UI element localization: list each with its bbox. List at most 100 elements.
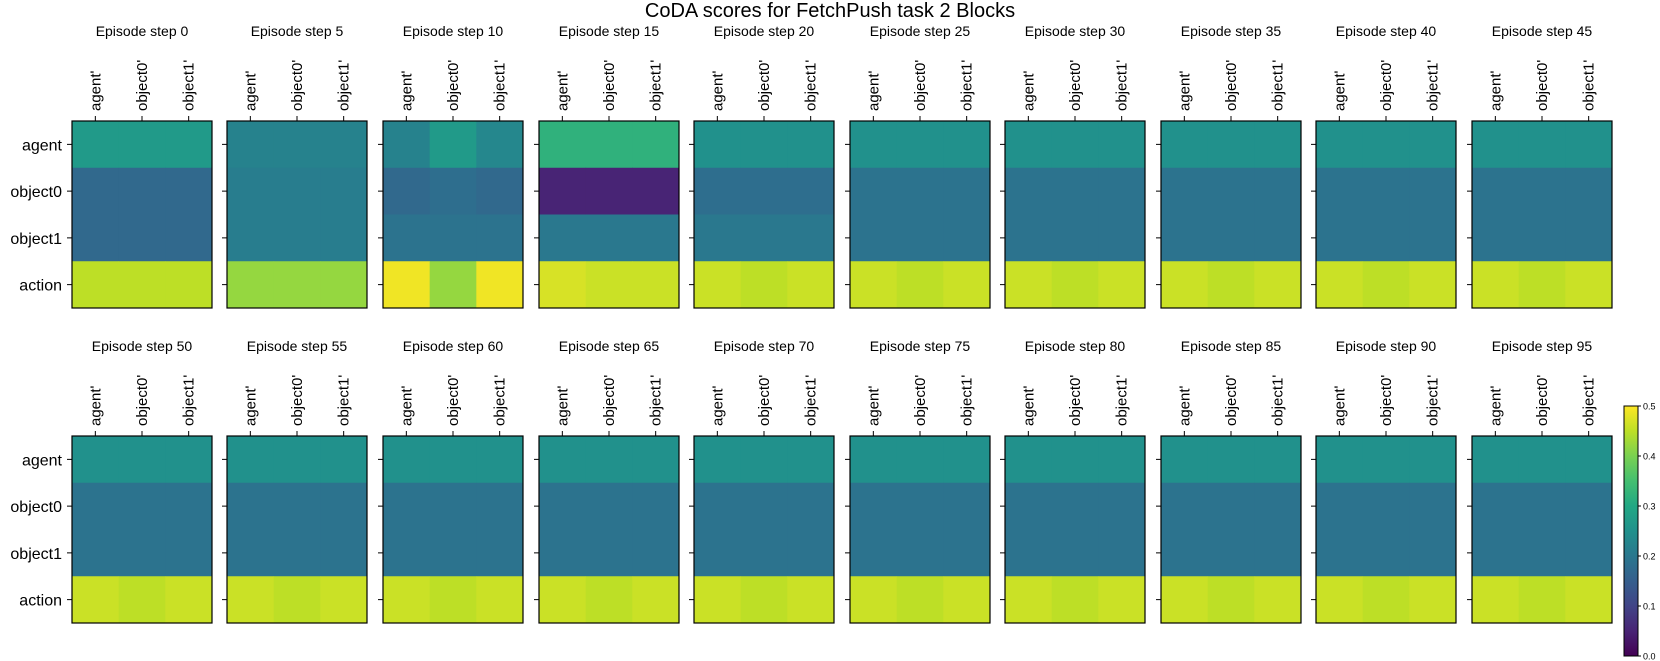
heatmap-cell: [896, 167, 944, 215]
heatmap-cell: [429, 121, 477, 169]
col-tick-label: object0': [289, 375, 306, 426]
heatmap-cell: [632, 576, 680, 624]
heatmap-cell: [787, 482, 835, 530]
heatmap-cell: [476, 121, 524, 169]
heatmap-cell: [429, 529, 477, 577]
col-tick-label: agent': [709, 70, 726, 111]
heatmap-cell: [943, 529, 991, 577]
heatmap-cell: [383, 121, 431, 169]
panel-title: Episode step 80: [1025, 338, 1126, 354]
heatmap-cell: [694, 121, 742, 169]
heatmap-panel: Episode step 45 agent' object0' object1': [1467, 23, 1613, 309]
heatmap-cell: [539, 576, 587, 624]
heatmap-cell: [1362, 436, 1410, 484]
heatmap-cell: [1098, 261, 1146, 309]
col-tick-label: object0': [1378, 375, 1395, 426]
panel-title: Episode step 90: [1336, 338, 1437, 354]
heatmap-cell: [476, 167, 524, 215]
panel-title: Episode step 70: [714, 338, 815, 354]
heatmap-cell: [1472, 576, 1520, 624]
heatmap-cell: [1051, 482, 1099, 530]
heatmap-cell: [1409, 436, 1457, 484]
heatmap-cell: [585, 261, 633, 309]
row-tick-label: agent: [22, 137, 63, 154]
col-tick-label: agent': [554, 70, 571, 111]
heatmap-panel: Episode step 75 agent' object0' object1': [845, 338, 991, 624]
col-tick-label: object0': [134, 375, 151, 426]
heatmap-cell: [1409, 576, 1457, 624]
heatmap-cell: [632, 529, 680, 577]
heatmap-cell: [1362, 261, 1410, 309]
heatmap-cell: [694, 529, 742, 577]
heatmap-cell: [585, 214, 633, 262]
col-tick-label: agent': [865, 385, 882, 426]
heatmap-cell: [896, 436, 944, 484]
heatmap-cell: [632, 167, 680, 215]
panel-title: Episode step 30: [1025, 23, 1126, 39]
heatmap-cell: [72, 482, 120, 530]
col-tick-label: object1': [959, 375, 976, 426]
heatmap-cell: [72, 436, 120, 484]
row-tick-label: agent: [22, 452, 63, 469]
heatmap-panel: Episode step 40 agent' object0' object1': [1311, 23, 1457, 309]
colorbar-tick-label: 0.0: [1643, 652, 1656, 661]
heatmap-cell: [1161, 482, 1209, 530]
heatmap-panel: Episode step 20 agent' object0' object1': [689, 23, 835, 309]
col-tick-label: object1': [648, 375, 665, 426]
heatmap-cell: [1254, 121, 1302, 169]
heatmap-cell: [585, 482, 633, 530]
heatmap-cell: [585, 167, 633, 215]
heatmap-cell: [1316, 482, 1364, 530]
heatmap-cell: [1161, 529, 1209, 577]
heatmap-cell: [632, 482, 680, 530]
heatmap-cell: [1518, 214, 1566, 262]
col-tick-label: object0': [1067, 375, 1084, 426]
heatmap-cell: [850, 482, 898, 530]
heatmap-cell: [539, 214, 587, 262]
colorbar-tick-label: 0.4: [1643, 452, 1656, 462]
col-tick-label: object1': [1270, 60, 1287, 111]
heatmap-cell: [1316, 121, 1364, 169]
heatmap-cell: [1316, 436, 1364, 484]
col-tick-label: agent': [87, 385, 104, 426]
heatmap-cell: [118, 167, 166, 215]
heatmap-cell: [694, 576, 742, 624]
heatmap-cell: [632, 436, 680, 484]
panel-title: Episode step 50: [92, 338, 193, 354]
col-tick-label: agent': [1176, 385, 1193, 426]
heatmap-panel: Episode step 30 agent' object0' object1': [1000, 23, 1146, 309]
heatmap-cell: [1409, 121, 1457, 169]
col-tick-label: object0': [912, 375, 929, 426]
heatmap-cell: [72, 121, 120, 169]
heatmap-cell: [850, 121, 898, 169]
heatmap-cell: [227, 121, 275, 169]
heatmap-cell: [1565, 529, 1613, 577]
heatmap-cell: [740, 261, 788, 309]
heatmap-cell: [585, 121, 633, 169]
heatmap-cell: [1254, 576, 1302, 624]
heatmap-cell: [1518, 261, 1566, 309]
heatmap-panel: Episode step 95 agent' object0' object1': [1467, 338, 1613, 624]
heatmap-cell: [1005, 482, 1053, 530]
heatmap-panel: Episode step 80 agent' object0' object1': [1000, 338, 1146, 624]
col-tick-label: agent': [398, 70, 415, 111]
heatmap-cell: [320, 167, 368, 215]
col-tick-label: agent': [709, 385, 726, 426]
col-tick-label: object1': [492, 375, 509, 426]
col-tick-label: object0': [601, 375, 618, 426]
heatmap-cell: [227, 167, 275, 215]
col-tick-label: object1': [1270, 375, 1287, 426]
heatmap-cell: [320, 576, 368, 624]
heatmap-cell: [1316, 576, 1364, 624]
heatmap-panel: Episode step 15 agent' object0' object1': [534, 23, 680, 309]
heatmap-cell: [383, 482, 431, 530]
col-tick-label: object0': [756, 60, 773, 111]
heatmap-cell: [1472, 482, 1520, 530]
heatmap-cell: [1565, 167, 1613, 215]
heatmap-cell: [72, 214, 120, 262]
heatmap-cell: [273, 482, 321, 530]
heatmap-cell: [1565, 482, 1613, 530]
panel-title: Episode step 55: [247, 338, 348, 354]
heatmap-cell: [787, 529, 835, 577]
